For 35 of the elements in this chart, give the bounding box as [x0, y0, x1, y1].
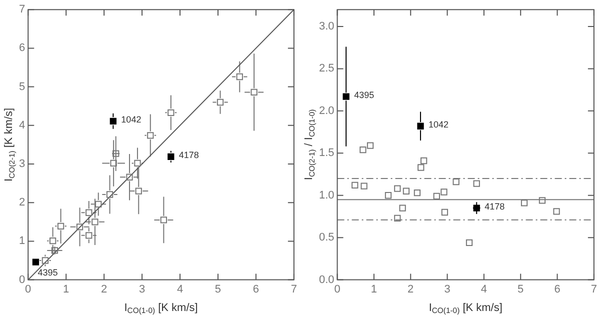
y-tick-label: 2.0 [318, 104, 334, 117]
x-tick-label: 5 [214, 283, 222, 296]
y-tick-label: 5 [18, 80, 26, 93]
annotation: 4395 [354, 90, 374, 100]
x-tick-label: 1 [63, 283, 70, 296]
y-tick-label: 0 [18, 274, 26, 286]
y-tick-label: 7 [18, 4, 26, 16]
y-tick-label: 2 [18, 196, 26, 209]
y-tick-label: 4 [18, 119, 26, 132]
x-tick-label: 7 [590, 283, 598, 296]
x-tick-label: 2 [408, 283, 414, 296]
x-tick-label: 6 [252, 283, 260, 296]
x-tick-label: 3 [138, 283, 146, 296]
annotation: 4178 [178, 150, 199, 160]
x-tick-label: 1 [370, 283, 378, 296]
x-tick-label: 4 [480, 283, 488, 296]
y-tick-label: 2.5 [318, 62, 334, 75]
annotation: 1042 [121, 114, 142, 125]
x-tick-label: 7 [290, 283, 298, 296]
x-tick-label: 6 [554, 283, 560, 296]
x-tick-label: 3 [444, 283, 450, 296]
y-tick-label: 0.5 [318, 232, 334, 244]
x-tick-label: 4 [176, 283, 184, 296]
y-tick-label: 3 [18, 158, 26, 170]
y-tick-label: 1.0 [318, 189, 334, 202]
x-tick-label: 5 [518, 283, 524, 296]
y-tick-label: 1.5 [318, 147, 334, 160]
y-tick-label: 3.0 [318, 20, 334, 33]
annotation: 4178 [484, 202, 505, 212]
y-tick-label: 6 [18, 42, 26, 54]
annotation: 4395 [38, 268, 58, 278]
y-tick-label: 0.0 [318, 274, 334, 286]
x-tick-label: 2 [101, 283, 108, 296]
annotation: 1042 [428, 120, 449, 130]
y-tick-label: 1 [18, 235, 26, 248]
